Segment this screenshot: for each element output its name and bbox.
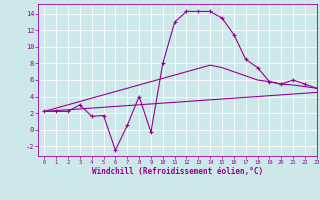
X-axis label: Windchill (Refroidissement éolien,°C): Windchill (Refroidissement éolien,°C): [92, 167, 263, 176]
